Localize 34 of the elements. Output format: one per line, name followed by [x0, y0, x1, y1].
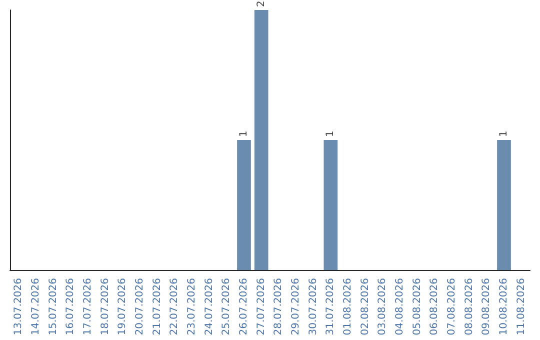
data-label: 2 [256, 0, 267, 7]
x-tick-label: 03.08.2026 [377, 278, 388, 336]
x-tick-label: 05.08.2026 [412, 278, 423, 336]
x-tick-label: 21.07.2026 [152, 278, 163, 336]
x-tick-label: 24.07.2026 [204, 278, 215, 336]
data-label: 1 [238, 130, 250, 137]
x-tick-label: 09.08.2026 [481, 278, 492, 336]
x-tick-label: 31.07.2026 [325, 278, 336, 336]
x-tick-label: 07.08.2026 [446, 278, 458, 336]
x-tick-label: 16.07.2026 [65, 278, 76, 336]
x-tick-label: 23.07.2026 [186, 278, 198, 336]
x-tick-label: 08.08.2026 [464, 278, 475, 336]
x-tick-label: 20.07.2026 [134, 278, 146, 336]
x-tick-label: 25.07.2026 [221, 278, 232, 336]
x-tick-label: 15.07.2026 [48, 278, 59, 336]
x-tick-label: 22.07.2026 [169, 278, 180, 336]
x-tick-label: 18.07.2026 [100, 278, 111, 336]
x-tick-label: 14.07.2026 [30, 278, 42, 336]
x-tick-label: 10.08.2026 [498, 278, 510, 336]
x-tick-label: 06.08.2026 [429, 278, 440, 336]
x-tick-label: 30.07.2026 [308, 278, 319, 336]
x-tick-label: 28.07.2026 [273, 278, 284, 336]
x-tick-label: 13.07.2026 [13, 278, 24, 336]
x-tick-label: 04.08.2026 [394, 278, 406, 336]
x-tick-label: 02.08.2026 [360, 278, 371, 336]
data-label: 1 [325, 130, 336, 137]
x-tick-label: 19.07.2026 [117, 278, 128, 336]
x-tick-label: 01.08.2026 [342, 278, 354, 336]
x-tick-label: 29.07.2026 [290, 278, 302, 336]
data-label: 1 [498, 130, 510, 137]
x-tick-label: 11.08.2026 [516, 278, 527, 336]
x-tick-label: 17.07.2026 [82, 278, 94, 336]
x-tick-label: 27.07.2026 [256, 278, 267, 336]
x-tick-label: 26.07.2026 [238, 278, 250, 336]
